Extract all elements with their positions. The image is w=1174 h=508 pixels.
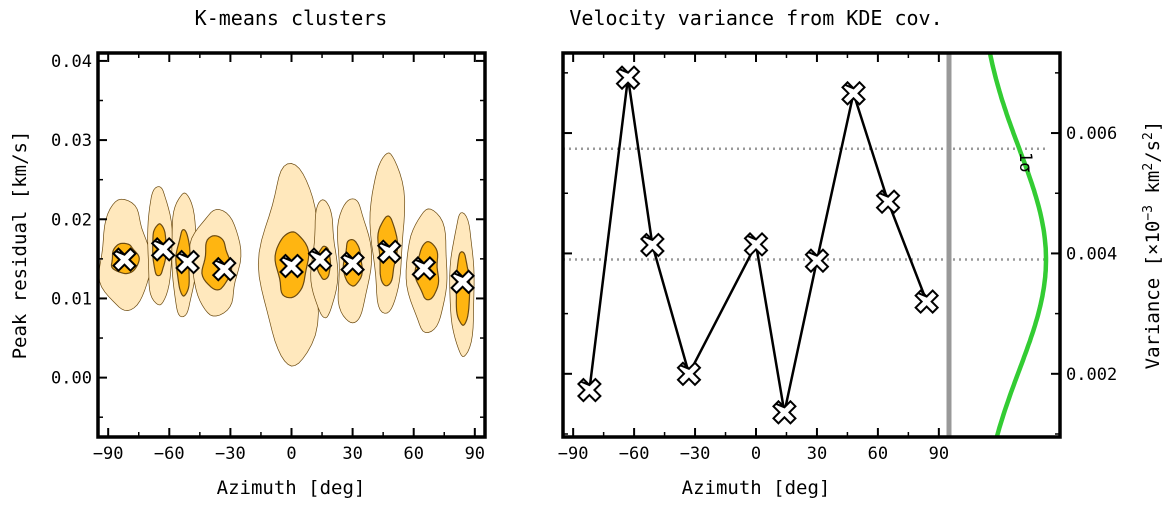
right-xlabel: Azimuth [deg] <box>682 477 831 499</box>
sigma-label: 1σ <box>1015 152 1035 172</box>
right-xtick-label: −30 <box>680 444 711 464</box>
left-xlabel: Azimuth [deg] <box>217 477 366 499</box>
left-xtick-label: 30 <box>342 444 362 464</box>
variance-marker <box>875 189 901 215</box>
variance-marker <box>772 399 797 425</box>
right-xtick-label: −90 <box>558 444 589 464</box>
left-xtick-label: 0 <box>286 444 296 464</box>
cluster-center-marker <box>279 253 304 279</box>
cluster-center-marker <box>411 255 437 281</box>
right-ytick-label: 0.004 <box>1066 244 1117 264</box>
sigma-lines <box>563 147 1045 261</box>
cluster-markers <box>112 236 476 295</box>
variance-line <box>588 77 928 413</box>
right-xtick-label: 90 <box>929 444 949 464</box>
variance-marker <box>576 377 602 403</box>
left-xtick-label: −60 <box>154 444 185 464</box>
left-ytick-label: 0.03 <box>51 131 92 151</box>
cluster-center-marker <box>150 236 176 262</box>
variance-marker <box>804 248 830 274</box>
left-xtick-label: 60 <box>403 444 423 464</box>
cluster-center-marker <box>307 247 333 273</box>
cluster-center-marker <box>175 249 201 275</box>
left-xtick-label: −30 <box>215 444 246 464</box>
left-ytick-label: 0.02 <box>51 210 92 230</box>
cluster-center-marker <box>450 269 476 295</box>
left-ylabel: Peak residual [km/s] <box>9 131 31 360</box>
left-ytick-label: 0.01 <box>51 289 92 309</box>
variance-marker <box>615 65 641 91</box>
cluster-center-marker <box>376 239 402 265</box>
left-panel: K-means clusters −90 −60 −30 0 30 60 90 0.00 0.0… <box>9 6 487 499</box>
right-ticks: −90 −60 −30 0 30 60 90 0.002 0.004 0.006 <box>558 53 1117 464</box>
right-ytick-label: 0.006 <box>1066 124 1117 144</box>
right-ylabel: Variance [×10−3 km2/s2] <box>1141 121 1164 370</box>
variance-series <box>576 65 940 425</box>
variance-marker <box>676 361 702 387</box>
variance-marker <box>639 232 665 258</box>
variance-marker <box>841 80 866 106</box>
right-xtick-label: −60 <box>619 444 650 464</box>
left-ticks: −90 −60 −30 0 30 60 90 0.00 0.01 0.02 0.03 0.04 <box>51 52 485 464</box>
cluster-center-marker <box>340 251 366 277</box>
right-title: Velocity variance from KDE cov. <box>569 6 942 30</box>
cluster-center-marker <box>112 247 137 273</box>
right-axes-frame <box>561 51 1062 439</box>
cluster-center-marker <box>211 256 237 282</box>
right-xtick-label: 30 <box>807 444 827 464</box>
left-ytick-label: 0.00 <box>51 369 92 389</box>
right-xtick-label: 0 <box>751 444 761 464</box>
variance-marker <box>743 231 769 257</box>
left-xtick-label: 90 <box>465 444 485 464</box>
right-xtick-label: 60 <box>868 444 888 464</box>
right-ytick-label: 0.002 <box>1066 365 1117 385</box>
left-xtick-label: −90 <box>93 444 124 464</box>
right-panel: Velocity variance from KDE cov. 1σ −90 −6… <box>558 6 1164 499</box>
variance-marker <box>914 289 940 314</box>
left-ytick-label: 0.04 <box>51 52 92 72</box>
gaussian-curve <box>987 52 1049 438</box>
left-title: K-means clusters <box>195 6 388 30</box>
